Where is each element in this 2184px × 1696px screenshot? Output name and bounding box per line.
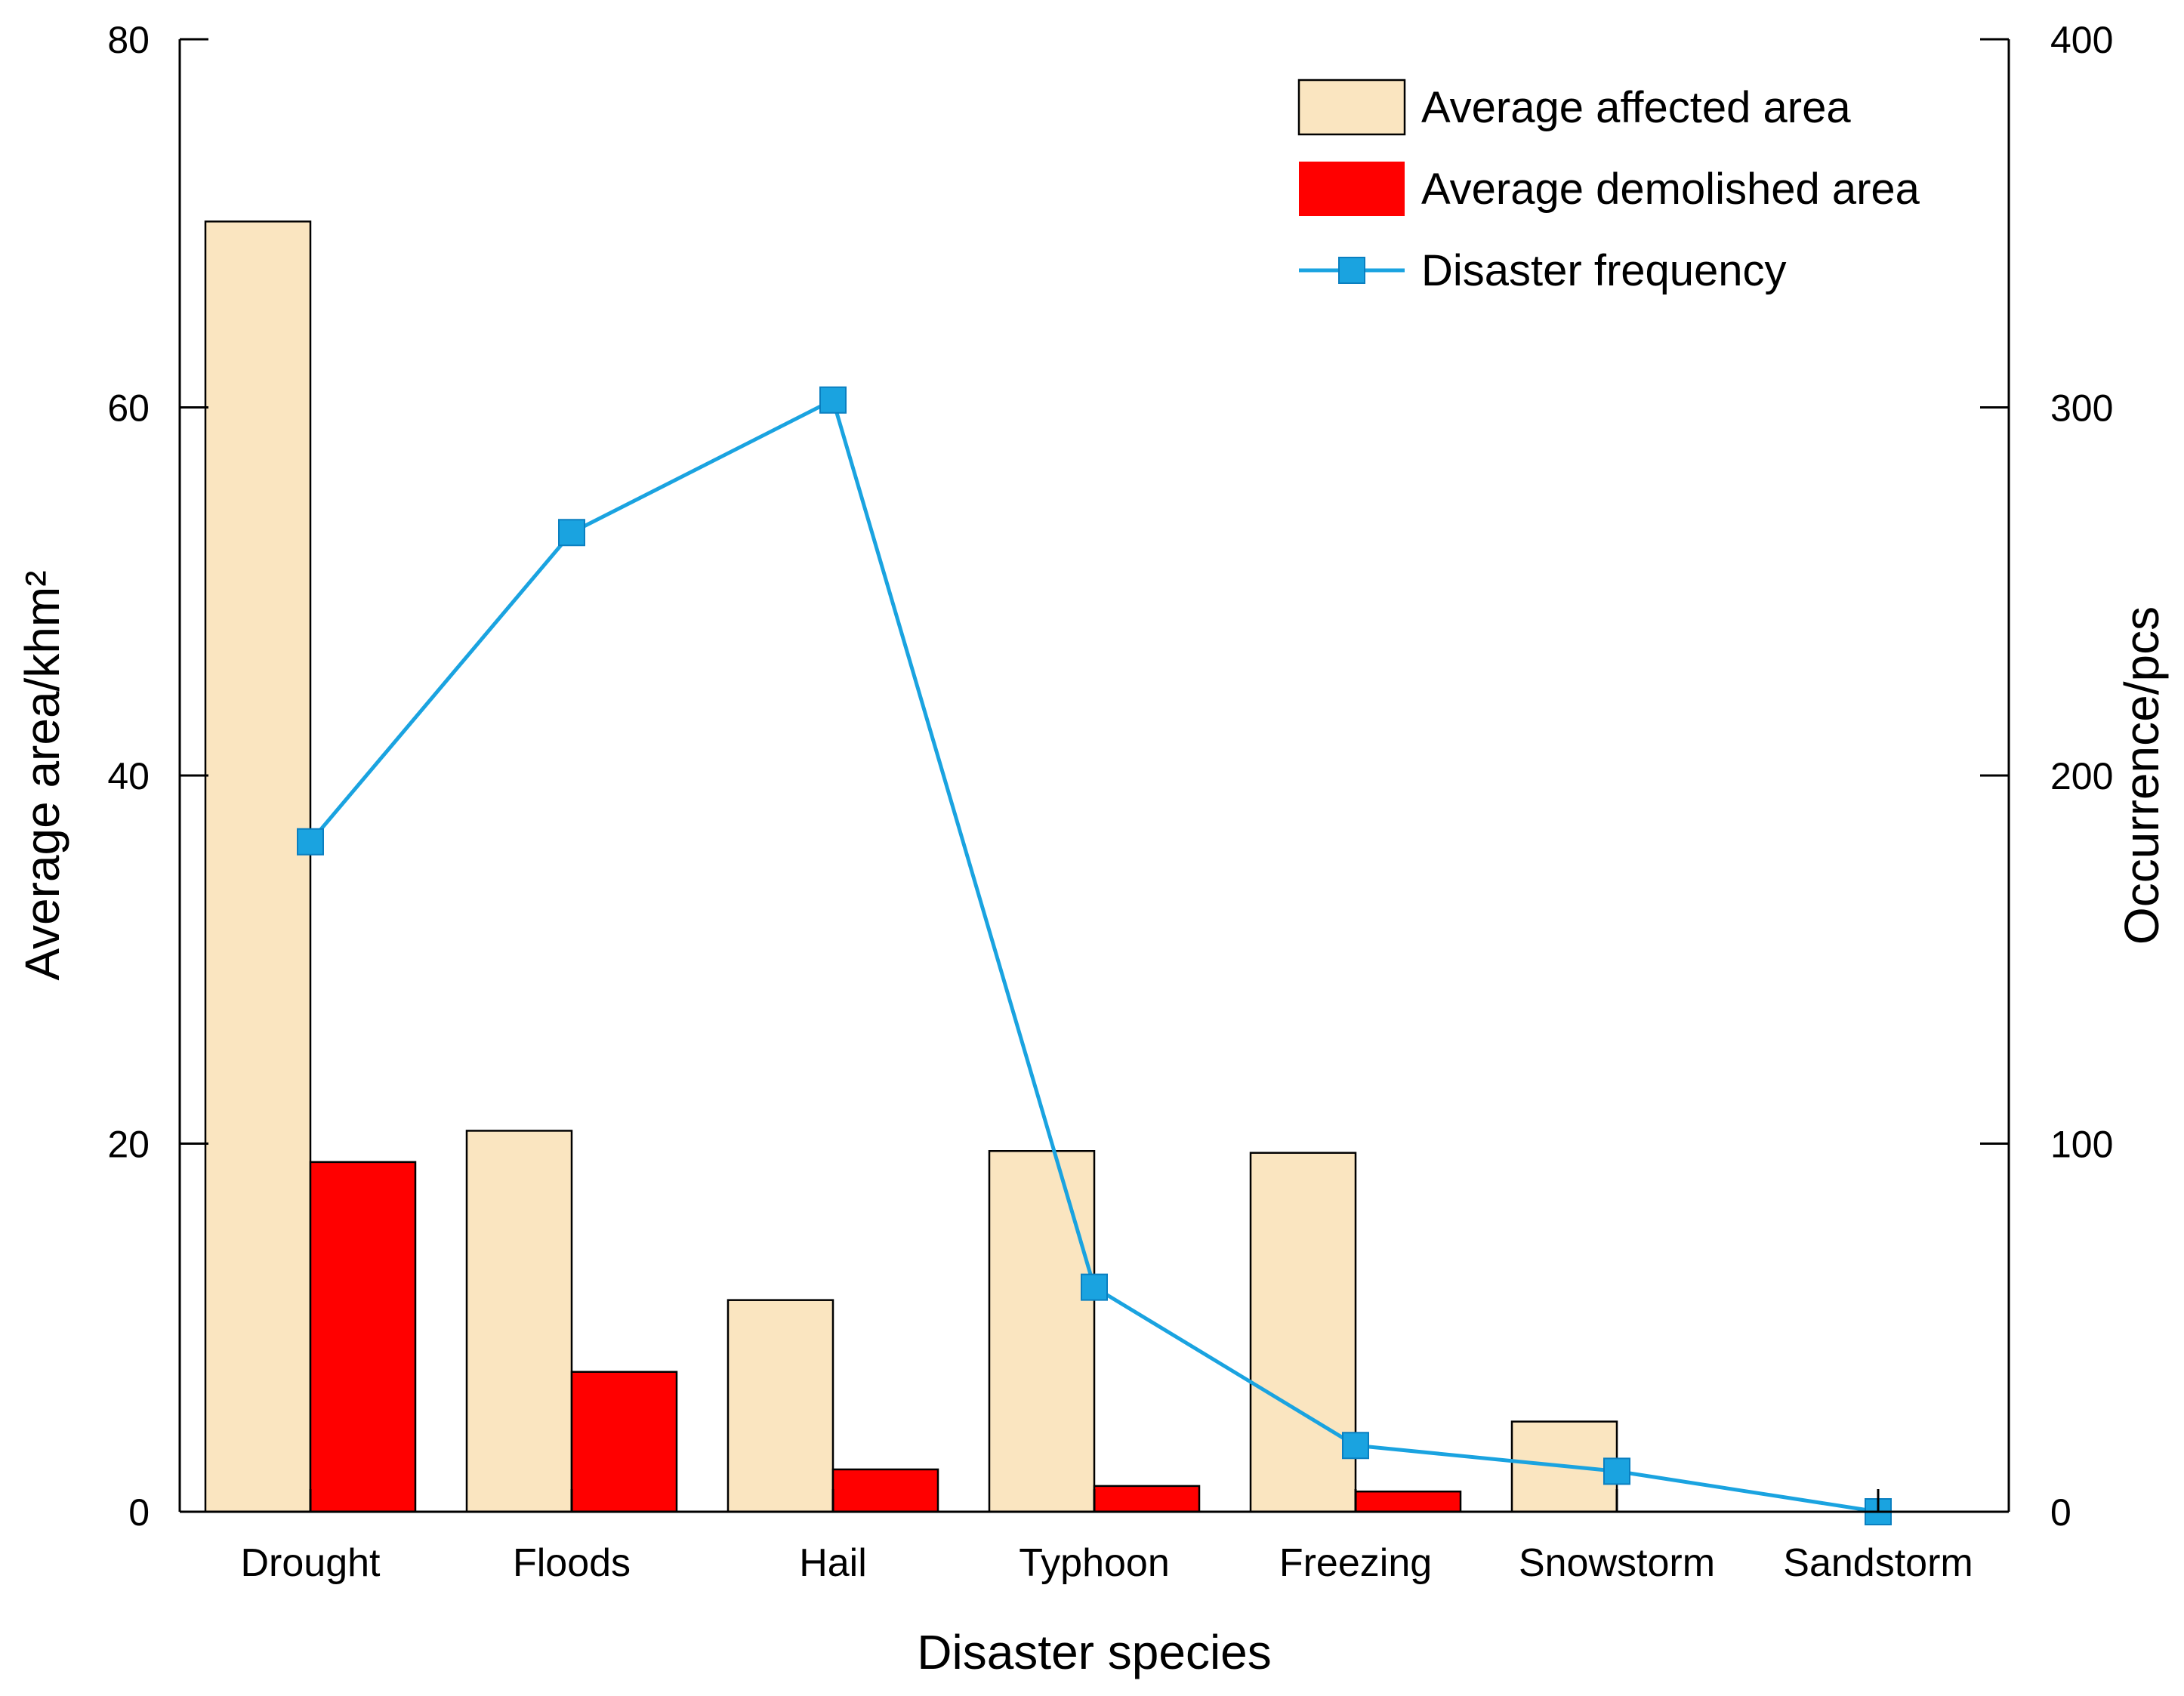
bar-demolished-typhoon bbox=[1093, 1485, 1201, 1513]
y-right-tick-label: 0 bbox=[2050, 1491, 2071, 1534]
point-frequency-floods bbox=[558, 519, 585, 547]
legend-label-affected: Average affected area bbox=[1421, 83, 1851, 132]
y-left-tick-label: 0 bbox=[128, 1491, 150, 1534]
point-frequency-hail bbox=[819, 386, 847, 414]
point-frequency-snowstorm bbox=[1603, 1457, 1630, 1485]
x-tick-label-sandstorm: Sandstorm bbox=[1783, 1541, 1973, 1585]
point-frequency-drought bbox=[297, 828, 324, 856]
bar-affected-floods bbox=[465, 1130, 573, 1513]
y-right-tick-label: 300 bbox=[2050, 387, 2113, 430]
bar-demolished-floods bbox=[570, 1371, 678, 1513]
y-left-tick-label: 40 bbox=[107, 755, 150, 797]
x-tick-label-drought: Drought bbox=[241, 1541, 381, 1585]
legend-label-demolished: Average demolished area bbox=[1421, 165, 1920, 214]
y-left-tick-label: 20 bbox=[107, 1124, 150, 1166]
bar-affected-typhoon bbox=[988, 1150, 1096, 1513]
x-tick-label-floods: Floods bbox=[513, 1541, 631, 1585]
y-left-tick-label: 80 bbox=[107, 19, 150, 61]
axes: 0 20 40 60 80 0 100 200 300 400 Drought Floods Hail T… bbox=[15, 19, 2169, 1679]
legend: Average affected area Average demolished … bbox=[1297, 79, 1920, 295]
x-tick-label-hail: Hail bbox=[799, 1541, 867, 1585]
bar-demolished-freezing bbox=[1354, 1490, 1462, 1513]
point-frequency-typhoon bbox=[1081, 1273, 1108, 1301]
point-frequency-freezing bbox=[1342, 1432, 1369, 1460]
bar-affected-hail bbox=[726, 1299, 834, 1513]
legend-swatch-demolished bbox=[1299, 162, 1405, 216]
x-tick-label-typhoon: Typhoon bbox=[1019, 1541, 1170, 1585]
y-right-tick-label: 200 bbox=[2050, 755, 2113, 797]
legend-label-frequency: Disaster frequency bbox=[1421, 246, 1787, 295]
x-axis-title: Disaster species bbox=[917, 1625, 1272, 1679]
bar-demolished-drought bbox=[309, 1161, 417, 1513]
bar-affected-drought bbox=[204, 220, 312, 1513]
x-tick-label-freezing: Freezing bbox=[1279, 1541, 1432, 1585]
bar-demolished-hail bbox=[831, 1468, 939, 1513]
y-left-tick-label: 60 bbox=[107, 387, 150, 430]
y-axis-right-title: Occurrence/pcs bbox=[2115, 606, 2169, 945]
y-right-tick-label: 100 bbox=[2050, 1124, 2113, 1166]
bar-affected-freezing bbox=[1249, 1152, 1357, 1513]
plot-area bbox=[204, 220, 1892, 1525]
y-axis-left-title: Average area/khm² bbox=[15, 570, 69, 980]
legend-marker-frequency bbox=[1338, 257, 1365, 284]
y-right-tick-label: 400 bbox=[2050, 19, 2113, 61]
legend-swatch-affected bbox=[1297, 79, 1406, 136]
x-tick-label-snowstorm: Snowstorm bbox=[1519, 1541, 1715, 1585]
